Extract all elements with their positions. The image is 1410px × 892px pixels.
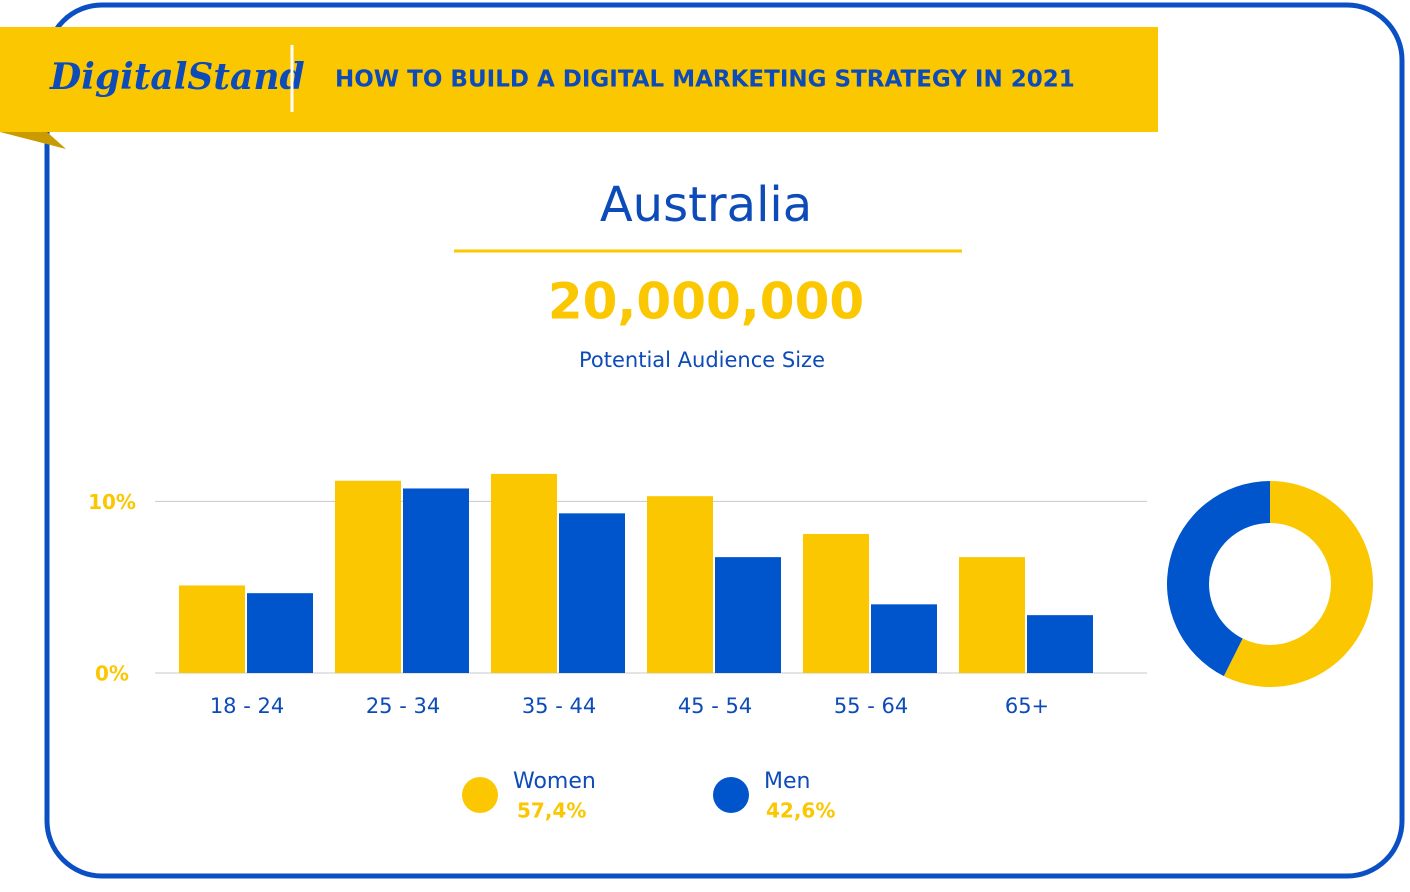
bar [647, 496, 713, 673]
bar [1027, 615, 1093, 673]
bar [959, 557, 1025, 673]
bar [803, 533, 869, 673]
header-title: HOW TO BUILD A DIGITAL MARKETING STRATEG… [335, 67, 1075, 93]
y-tick-label: 10% [88, 490, 136, 514]
audience-size: 20,000,000 [548, 273, 864, 331]
x-tick-label: 18 - 24 [210, 694, 284, 718]
legend-value: 42,6% [766, 799, 835, 823]
frame [44, 2, 1405, 879]
legend-swatch [713, 777, 749, 813]
logo: DigitalStand [49, 56, 305, 98]
bar [871, 604, 937, 673]
audience-caption: Potential Audience Size [579, 348, 825, 372]
legend-value: 57,4% [517, 799, 586, 823]
bar [247, 593, 313, 673]
x-tick-label: 35 - 44 [522, 694, 596, 718]
donut-segment [1223, 481, 1373, 687]
donut-segment [1166, 481, 1270, 677]
country: Australia [600, 177, 812, 233]
y-tick-label: 0% [95, 662, 129, 686]
legend-label: Women [513, 769, 596, 794]
bar [715, 557, 781, 673]
bar [559, 513, 625, 673]
banner [0, 27, 1158, 132]
x-tick-label: 25 - 34 [366, 694, 440, 718]
x-tick-label: 55 - 64 [834, 694, 908, 718]
bar [403, 488, 469, 673]
bar [491, 473, 557, 673]
x-tick-label: 45 - 54 [678, 694, 752, 718]
legend-label: Men [764, 769, 810, 794]
bar [179, 585, 245, 673]
legend-swatch [462, 777, 498, 813]
x-tick-label: 65+ [1005, 694, 1049, 718]
bar [335, 480, 401, 673]
banner-fold [0, 132, 66, 149]
